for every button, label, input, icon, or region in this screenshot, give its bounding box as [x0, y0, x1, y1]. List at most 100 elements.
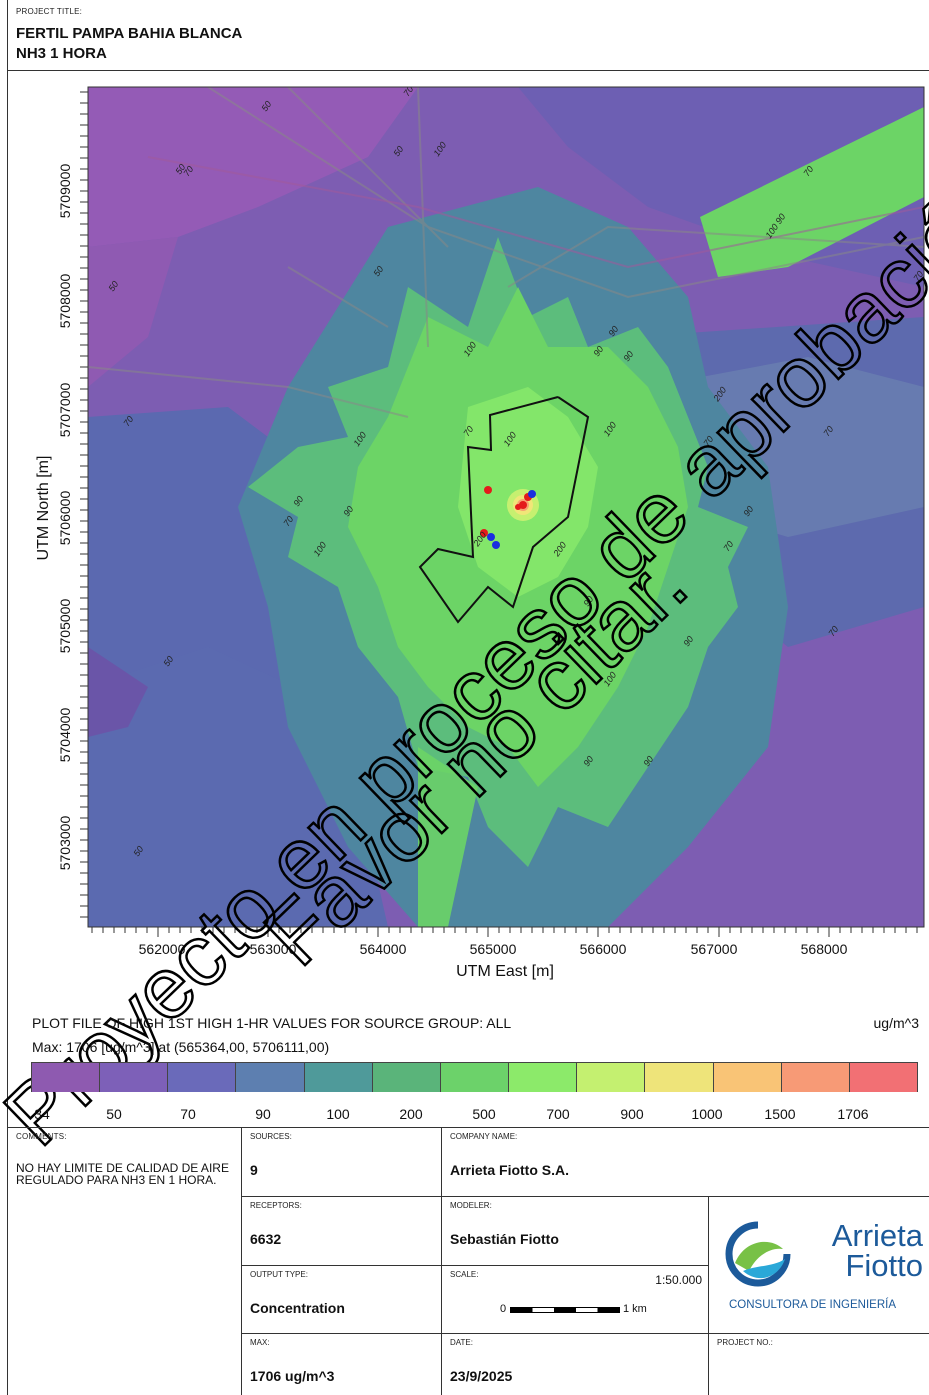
- y-axis-ticks: 5709000 5708000 5707000 5706000 5705000 57040…: [57, 91, 88, 918]
- legend-swatch: [372, 1063, 441, 1092]
- y-tick-label: 5704000: [57, 708, 73, 763]
- legend-label: 34: [34, 1106, 50, 1122]
- x-tick-label: 566000: [580, 941, 627, 957]
- x-tick-label: 563000: [250, 941, 297, 957]
- max-caption: MAX:: [250, 1338, 270, 1347]
- legend-label: 1000: [691, 1106, 723, 1122]
- receptors-value: 6632: [250, 1231, 282, 1247]
- source-marker: [528, 490, 536, 498]
- contour-label: 70: [121, 414, 135, 428]
- roads: [88, 87, 924, 418]
- y-tick-label: 5703000: [57, 816, 73, 871]
- y-axis-title: UTM North [m]: [35, 456, 52, 561]
- contour-label: 70: [801, 164, 815, 178]
- contour-label: 70: [721, 539, 735, 553]
- company-logo-icon: [725, 1221, 791, 1287]
- sources-caption: SOURCES:: [250, 1132, 292, 1141]
- contour-label: 50: [106, 279, 120, 293]
- legend-swatch: [849, 1063, 918, 1092]
- y-tick-label: 5706000: [57, 491, 73, 546]
- legend-swatch: [577, 1063, 646, 1092]
- y-tick-label: 5709000: [57, 164, 73, 219]
- project-no-cell: PROJECT NO.:: [708, 1333, 929, 1395]
- logo-line1: Arrieta: [831, 1218, 923, 1253]
- map-svg: 5050505050505070707070707070707070909090…: [88, 87, 924, 927]
- zone-200-south-plume: [418, 747, 478, 927]
- y-tick-label: 5707000: [57, 383, 73, 438]
- scale-cell: SCALE: 1:50.000 0 1 km: [441, 1265, 708, 1333]
- map-axes: 562000 563000 564000 565000 566000 567000 5680…: [35, 86, 925, 980]
- project-no-caption: PROJECT NO.:: [717, 1338, 773, 1347]
- y-tick-label: 5705000: [57, 599, 73, 654]
- legend-label: 900: [620, 1106, 644, 1122]
- date-value: 23/9/2025: [450, 1368, 513, 1384]
- zone-50-west-lobe: [88, 647, 148, 737]
- comments-text: NO HAY LIMITE DE CALIDAD DE AIRE REGULAD…: [16, 1161, 229, 1187]
- page-frame: [7, 0, 929, 1395]
- contour-label: 90: [341, 504, 355, 518]
- contour-label: 70: [461, 424, 475, 438]
- contour-label: 50: [391, 144, 405, 158]
- x-tick-label: 567000: [691, 941, 738, 957]
- header-divider: [7, 70, 929, 71]
- legend-swatch: [440, 1063, 510, 1092]
- logo-cell: Arrieta Fiotto CONSULTORA DE INGENIERÍA: [708, 1196, 929, 1333]
- scale-caption: SCALE:: [450, 1270, 479, 1279]
- x-tick-label: 562000: [139, 941, 186, 957]
- contour-label: 70: [401, 87, 415, 98]
- sources-value: 9: [250, 1162, 258, 1178]
- x-tick-label: 568000: [801, 941, 848, 957]
- source-marker: [492, 541, 500, 549]
- legend-label: 200: [399, 1106, 423, 1122]
- contour-label: 70: [911, 269, 924, 283]
- y-tick-label: 5708000: [57, 274, 73, 329]
- logo-line2: Fiotto: [845, 1248, 923, 1283]
- map-border: [87, 86, 925, 928]
- plant-boundary: [418, 396, 590, 624]
- source-marker: [487, 533, 495, 541]
- legend-label: 500: [472, 1106, 496, 1122]
- contour-label: 50: [161, 654, 175, 668]
- legend-swatch: [236, 1063, 305, 1092]
- legend-label: 90: [255, 1106, 271, 1122]
- sources-cell: SOURCES: 9: [241, 1127, 441, 1196]
- legend-swatch: [781, 1063, 850, 1092]
- emission-sources: [480, 486, 536, 549]
- contour-label: 50: [131, 844, 145, 858]
- legend-swatch: [304, 1063, 373, 1092]
- contour-label: 70: [821, 424, 835, 438]
- concentration-map[interactable]: 50 50 50 50 50 50 50 70 70 70 70 70 70 70 70 70 70 90 90 90…: [88, 87, 924, 927]
- logo-text: Arrieta Fiotto: [831, 1218, 923, 1283]
- contour-label: 50: [259, 99, 273, 113]
- x-tick-label: 565000: [470, 941, 517, 957]
- legend-swatch: [100, 1063, 169, 1092]
- x-axis-ticks: 562000 563000 564000 565000 566000 567000 5680…: [91, 927, 918, 957]
- receptors-cell: RECEPTORS: 6632: [241, 1196, 441, 1265]
- source-marker: [480, 529, 488, 537]
- modeler-value: Sebastián Fiotto: [450, 1231, 559, 1247]
- contour-label: 90: [581, 754, 595, 768]
- max-value: 1706 ug/m^3: [250, 1368, 335, 1384]
- zone-34-northwest: [88, 87, 418, 247]
- contour-label: 90: [591, 344, 605, 358]
- receptors-caption: RECEPTORS:: [250, 1201, 302, 1210]
- max-location: Max: 1706 [ug/m^3] at (565364,00, 570611…: [32, 1039, 330, 1055]
- project-title: FERTIL PAMPA BAHIA BLANCA: [16, 25, 243, 42]
- comments-caption: COMMENTS:: [16, 1132, 67, 1141]
- contour-label: 70: [701, 434, 715, 448]
- legend-swatch: [645, 1063, 714, 1092]
- project-subtitle: NH3 1 HORA: [16, 45, 107, 62]
- contour-label: 50: [173, 162, 187, 176]
- contour-label: 70: [181, 164, 195, 178]
- source-marker: [515, 504, 521, 510]
- max-cell: MAX: 1706 ug/m^3: [241, 1333, 441, 1395]
- railway: [147, 156, 924, 269]
- date-caption: DATE:: [450, 1338, 473, 1347]
- contour-label: 90: [621, 349, 635, 363]
- legend-swatch: [509, 1063, 578, 1092]
- contour-label: 90: [641, 754, 655, 768]
- scale-bar: [510, 1307, 620, 1313]
- contour-label: 70: [826, 624, 840, 638]
- company-caption: COMPANY NAME:: [450, 1132, 518, 1141]
- legend-swatch: [32, 1063, 101, 1092]
